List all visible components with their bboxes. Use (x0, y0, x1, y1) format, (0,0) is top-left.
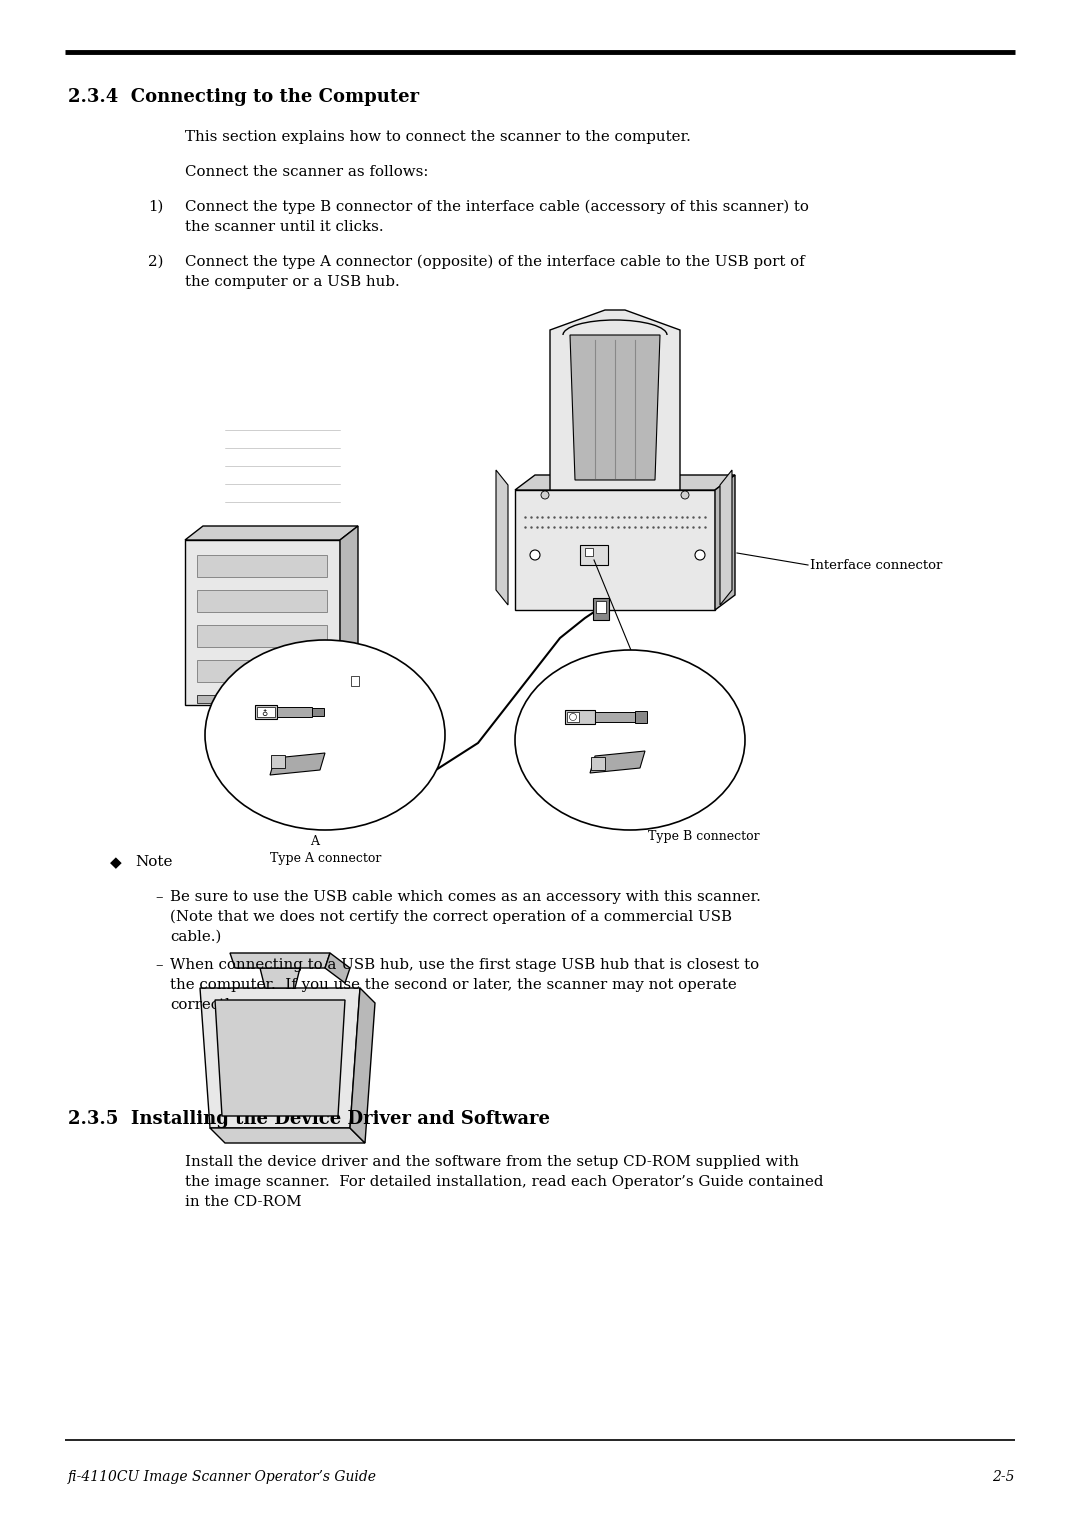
Polygon shape (200, 989, 360, 1128)
Polygon shape (515, 475, 735, 490)
Text: 2.3.4  Connecting to the Computer: 2.3.4 Connecting to the Computer (68, 89, 419, 105)
Text: Connect the scanner as follows:: Connect the scanner as follows: (185, 165, 429, 179)
Polygon shape (215, 999, 345, 1115)
Polygon shape (585, 549, 593, 556)
Polygon shape (591, 756, 605, 770)
Polygon shape (197, 555, 327, 578)
Text: 1): 1) (148, 200, 163, 214)
Circle shape (530, 550, 540, 559)
Text: Connect the type B connector of the interface cable (accessory of this scanner) : Connect the type B connector of the inte… (185, 200, 809, 214)
Polygon shape (197, 590, 327, 613)
Circle shape (569, 714, 577, 721)
Text: the computer.  If you use the second or later, the scanner may not operate: the computer. If you use the second or l… (170, 978, 737, 992)
Text: the image scanner.  For detailed installation, read each Operator’s Guide contai: the image scanner. For detailed installa… (185, 1175, 824, 1189)
Text: the scanner until it clicks.: the scanner until it clicks. (185, 220, 383, 234)
Text: cable.): cable.) (170, 931, 221, 944)
Polygon shape (635, 711, 647, 723)
Polygon shape (340, 526, 357, 704)
Text: Install the device driver and the software from the setup CD-ROM supplied with: Install the device driver and the softwa… (185, 1155, 799, 1169)
Text: ◆: ◆ (110, 856, 122, 869)
Polygon shape (590, 750, 645, 773)
Text: the computer or a USB hub.: the computer or a USB hub. (185, 275, 400, 289)
Text: This section explains how to connect the scanner to the computer.: This section explains how to connect the… (185, 130, 691, 144)
Polygon shape (257, 707, 275, 717)
Circle shape (541, 490, 549, 500)
Ellipse shape (205, 640, 445, 830)
Polygon shape (271, 755, 285, 769)
Polygon shape (270, 753, 325, 775)
Polygon shape (185, 526, 357, 539)
Polygon shape (197, 660, 327, 681)
Polygon shape (515, 490, 715, 610)
Text: in the CD-ROM: in the CD-ROM (185, 1195, 301, 1209)
Text: –: – (156, 958, 162, 972)
Ellipse shape (515, 649, 745, 830)
Text: A: A (310, 834, 319, 848)
Polygon shape (565, 711, 595, 724)
Polygon shape (595, 712, 635, 723)
Circle shape (696, 550, 705, 559)
Polygon shape (210, 1128, 365, 1143)
Polygon shape (197, 625, 327, 646)
Polygon shape (570, 335, 660, 480)
Polygon shape (260, 969, 300, 989)
Text: Type A connector: Type A connector (270, 853, 381, 865)
Polygon shape (197, 695, 215, 703)
Text: Interface connector: Interface connector (810, 559, 943, 571)
Polygon shape (596, 601, 606, 613)
Polygon shape (255, 704, 276, 720)
Polygon shape (325, 953, 350, 983)
Text: (Note that we does not certify the correct operation of a commercial USB: (Note that we does not certify the corre… (170, 911, 732, 924)
Polygon shape (312, 707, 324, 717)
Polygon shape (550, 310, 680, 490)
Polygon shape (593, 597, 609, 620)
Polygon shape (350, 989, 375, 1143)
Polygon shape (185, 539, 340, 704)
Polygon shape (580, 545, 608, 565)
Text: Note: Note (135, 856, 173, 869)
Text: B: B (690, 711, 699, 723)
Polygon shape (351, 675, 359, 686)
Text: Be sure to use the USB cable which comes as an accessory with this scanner.: Be sure to use the USB cable which comes… (170, 889, 761, 905)
Text: –: – (156, 889, 162, 905)
Polygon shape (720, 471, 732, 605)
Text: correctly.: correctly. (170, 998, 241, 1012)
Circle shape (681, 490, 689, 500)
Polygon shape (276, 707, 312, 717)
Text: 2): 2) (148, 255, 163, 269)
Polygon shape (340, 669, 350, 685)
Polygon shape (715, 475, 735, 610)
Polygon shape (230, 953, 330, 969)
Polygon shape (567, 712, 579, 723)
Polygon shape (496, 471, 508, 605)
Text: When connecting to a USB hub, use the first stage USB hub that is closest to: When connecting to a USB hub, use the fi… (170, 958, 759, 972)
Text: Connect the type A connector (opposite) of the interface cable to the USB port o: Connect the type A connector (opposite) … (185, 255, 805, 269)
Text: fi-4110CU Image Scanner Operator’s Guide: fi-4110CU Image Scanner Operator’s Guide (68, 1470, 377, 1484)
Text: 2-5: 2-5 (993, 1470, 1015, 1484)
Polygon shape (348, 672, 362, 691)
Text: 2.3.5  Installing the Device Driver and Software: 2.3.5 Installing the Device Driver and S… (68, 1109, 550, 1128)
Text: ♁: ♁ (261, 709, 267, 718)
Text: Type B connector: Type B connector (648, 830, 759, 843)
